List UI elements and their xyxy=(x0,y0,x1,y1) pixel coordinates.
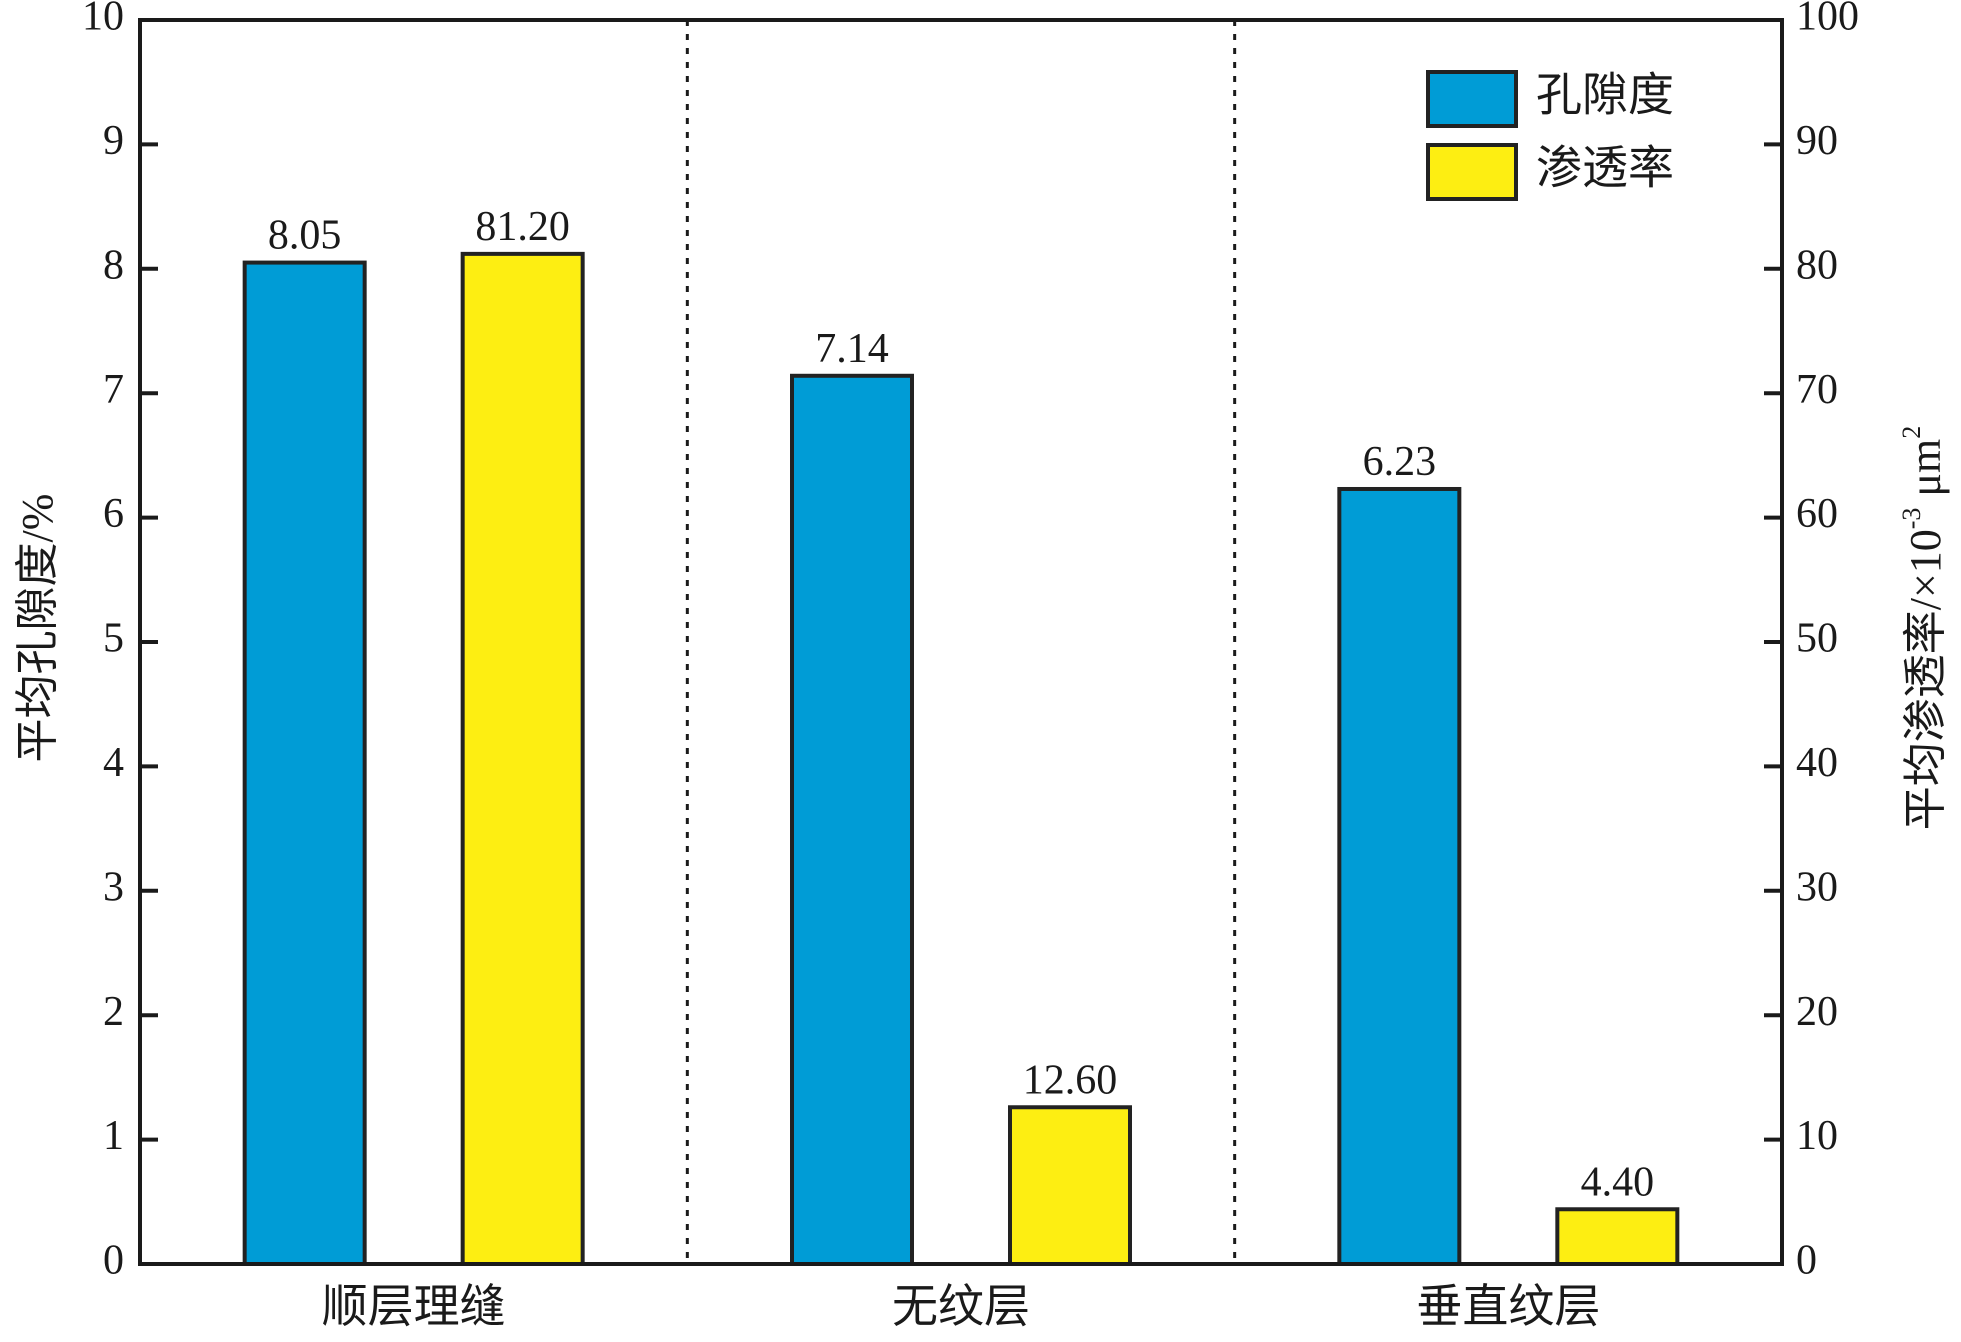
right-y-tick-label: 60 xyxy=(1796,491,1838,537)
right-axis-unit: μm xyxy=(1901,439,1950,508)
left-y-tick-label: 3 xyxy=(103,864,124,910)
legend-label: 渗透率 xyxy=(1536,143,1674,194)
right-y-tick-label: 90 xyxy=(1796,118,1838,164)
data-label: 4.40 xyxy=(1581,1159,1655,1205)
right-axis-title: 平均渗透率/×10 xyxy=(1901,529,1950,830)
bar xyxy=(242,260,367,1266)
legend-label: 孔隙度 xyxy=(1536,70,1674,121)
bar xyxy=(1555,1207,1680,1267)
right-axis-exponent: -3 xyxy=(1897,508,1926,530)
data-label: 8.05 xyxy=(268,213,342,259)
category-separators xyxy=(685,20,1237,1264)
right-y-tick-label: 80 xyxy=(1796,242,1838,288)
data-label: 7.14 xyxy=(815,326,889,372)
right-y-tick-label: 100 xyxy=(1796,0,1859,40)
x-tick-label: 无纹层 xyxy=(892,1281,1030,1332)
right-y-tick-label: 20 xyxy=(1796,989,1838,1035)
right-y-tick-label: 10 xyxy=(1796,1113,1838,1159)
right-y-tick-label: 50 xyxy=(1796,616,1838,662)
left-y-tick-label: 10 xyxy=(82,0,124,40)
left-y-tick-label: 1 xyxy=(103,1113,124,1159)
data-label: 6.23 xyxy=(1363,439,1437,485)
bars xyxy=(242,251,1680,1267)
left-y-tick-label: 7 xyxy=(103,367,124,413)
right-y-tick-label: 30 xyxy=(1796,864,1838,910)
bar xyxy=(460,251,585,1266)
left-y-tick-label: 4 xyxy=(103,740,124,786)
left-y-tick-label: 8 xyxy=(103,242,124,288)
bar xyxy=(1337,486,1462,1267)
bar xyxy=(1008,1105,1132,1266)
left-y-tick-label: 9 xyxy=(103,118,124,164)
data-label: 81.20 xyxy=(475,204,570,250)
right-y-tick-label: 0 xyxy=(1796,1238,1817,1284)
x-tick-label: 顺层理缝 xyxy=(322,1281,506,1332)
x-tick-label: 垂直纹层 xyxy=(1416,1281,1600,1332)
legend-swatch xyxy=(1426,143,1518,201)
plot-border xyxy=(138,18,1784,1266)
svg-text:平均渗透率/×10-3 μm2: 平均渗透率/×10-3 μm2 xyxy=(1897,426,1950,831)
left-y-tick-label: 0 xyxy=(103,1238,124,1284)
data-label: 12.60 xyxy=(1023,1057,1118,1103)
left-axis-title: 平均孔隙度/% xyxy=(13,494,62,763)
left-y-tick-label: 5 xyxy=(103,616,124,662)
left-y-tick-label: 6 xyxy=(103,491,124,537)
right-y-tick-label: 40 xyxy=(1796,740,1838,786)
bar xyxy=(790,373,914,1266)
legend-swatch xyxy=(1426,70,1518,128)
axis-ticks xyxy=(140,18,1782,1266)
right-axis-unit-exponent: 2 xyxy=(1897,426,1926,439)
right-y-tick-label: 70 xyxy=(1796,367,1838,413)
text-labels: 8.05 81.20 顺层理缝 7.14 12.60 无纹层 6.23 4.40 垂直纹层 0 1 2… xyxy=(82,0,1859,1332)
plot-frame xyxy=(138,18,1784,1266)
left-y-tick-label: 2 xyxy=(103,989,124,1035)
